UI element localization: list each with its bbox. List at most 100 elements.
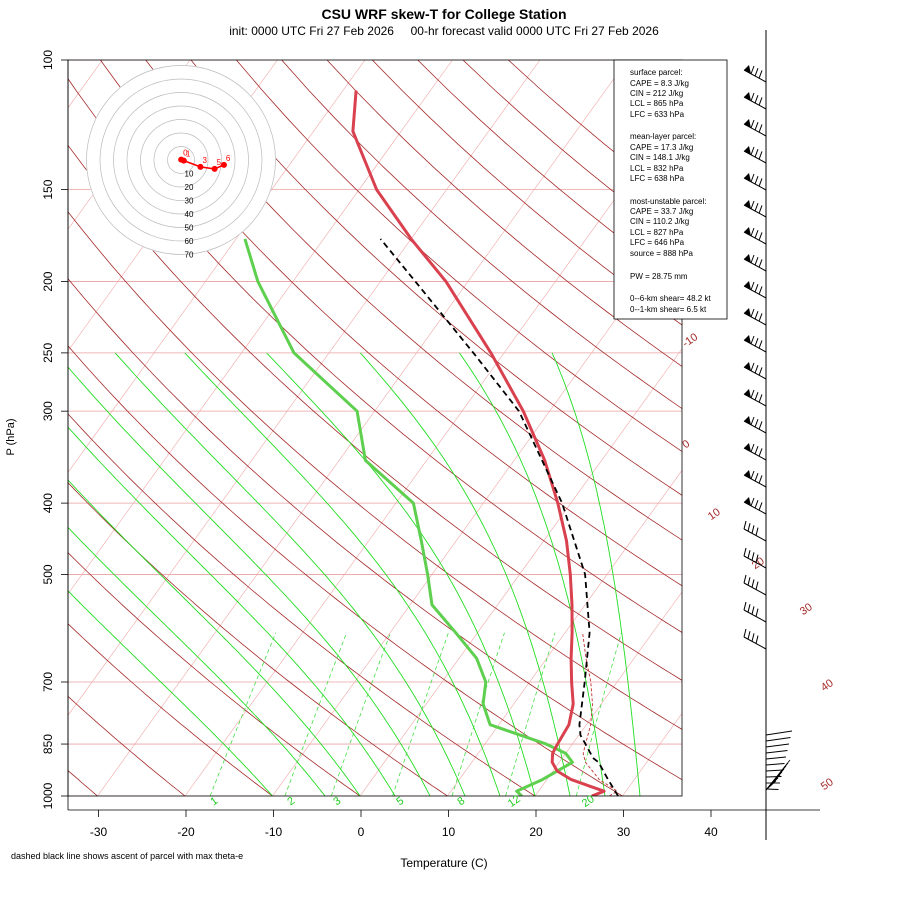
wind-barb xyxy=(743,254,767,272)
wind-barb xyxy=(743,470,767,488)
wind-barb xyxy=(743,574,767,596)
hodograph-ring-label: 30 xyxy=(185,197,194,206)
mixing-ratio-12 xyxy=(505,632,556,796)
y-tick-label: 100 xyxy=(41,50,55,70)
isotherm-40 xyxy=(710,60,900,796)
hodograph-point-label: 5 xyxy=(217,158,222,167)
isotherm--30 xyxy=(97,60,628,796)
moist-adiabat-20 xyxy=(266,352,536,796)
dry-adiabat-60 xyxy=(68,144,682,681)
dry-adiabat-120 xyxy=(281,60,682,410)
isotherm--10 xyxy=(272,226,682,796)
x-tick-label: -20 xyxy=(177,825,195,839)
mixing-ratio-8 xyxy=(451,632,505,796)
dry-adiabat-70 xyxy=(68,78,682,633)
y-tick-label: 400 xyxy=(41,493,55,513)
mixing-ratio-label: 5 xyxy=(394,795,406,808)
y-tick-label: 500 xyxy=(41,564,55,584)
moist-adiabat-0 xyxy=(68,479,361,796)
wind-barb xyxy=(743,308,767,326)
hodograph-point-label: 6 xyxy=(226,154,231,163)
dry-adiabat-label: 50 xyxy=(819,776,836,793)
parcel-stats-box: surface parcel: CAPE = 8.3 J/kg CIN = 21… xyxy=(613,59,728,320)
hodograph-point-label: 0 xyxy=(183,149,188,158)
mean-layer-cape: CAPE = 17.3 J/kg xyxy=(630,143,693,152)
wind-barb xyxy=(743,281,767,299)
sounding-profiles xyxy=(243,90,619,796)
dry-adiabat-0 xyxy=(68,552,361,796)
mixing-ratio-5 xyxy=(392,632,449,796)
moist-adiabat--10 xyxy=(68,590,273,796)
hodograph-ring xyxy=(99,78,263,242)
parcel-ascent-line xyxy=(379,238,619,796)
wind-barb xyxy=(743,601,767,623)
x-tick-label: -30 xyxy=(90,825,108,839)
wind-barb xyxy=(743,119,767,137)
hodograph-ring xyxy=(167,146,195,174)
hodograph-ring xyxy=(140,119,222,201)
dry-adiabat--20 xyxy=(68,695,186,796)
chart-title: CSU WRF skew-T for College Station xyxy=(321,6,567,22)
most-unstable-source: source = 888 hPa xyxy=(630,249,693,258)
hodograph-ring-label: 20 xyxy=(185,183,194,192)
mixing-ratio-20 xyxy=(575,632,622,796)
background-grid xyxy=(68,60,900,796)
most-unstable-cape: CAPE = 33.7 J/kg xyxy=(630,207,693,216)
wind-barb xyxy=(743,227,767,245)
hodograph-ring-label: 60 xyxy=(185,237,194,246)
mixing-ratio-label: 1 xyxy=(208,795,220,808)
dry-adiabat-100 xyxy=(190,60,682,496)
surface-lcl: LCL = 865 hPa xyxy=(630,99,684,108)
hodograph-ring xyxy=(113,92,249,228)
dewpoint-line xyxy=(243,238,574,796)
dry-adiabat-20 xyxy=(68,413,536,796)
hodograph-point xyxy=(197,163,204,170)
y-tick-label: 200 xyxy=(41,271,55,291)
dry-adiabat--10 xyxy=(68,623,274,796)
moist-adiabat-12 xyxy=(114,352,466,796)
mixing-ratio-3 xyxy=(330,632,391,796)
x-tick-label: 0 xyxy=(358,825,365,839)
surface-lfc: LFC = 633 hPa xyxy=(630,110,685,119)
wind-barb xyxy=(743,92,767,110)
x-tick-label: 30 xyxy=(617,825,631,839)
dry-adiabat-80 xyxy=(100,60,682,587)
precipitable-water: PW = 28.75 mm xyxy=(630,272,688,281)
y-tick-label: 1000 xyxy=(41,782,55,809)
dry-adiabat-label: 40 xyxy=(819,677,836,694)
shear-0-6km: 0--6-km shear= 48.2 kt xyxy=(630,294,711,303)
wind-barbs-panel xyxy=(743,30,793,840)
hodograph-ring-label: 40 xyxy=(185,210,194,219)
wind-barb xyxy=(743,443,767,461)
dry-adiabat-label: 0 xyxy=(680,438,692,451)
mixing-ratio-1 xyxy=(209,632,277,796)
moist-adiabat-28 xyxy=(459,352,606,796)
y-tick-label: 300 xyxy=(41,401,55,421)
isotherm-50 xyxy=(798,60,900,796)
y-tick-label: 150 xyxy=(41,179,55,199)
wind-barb xyxy=(743,628,767,650)
surface-cin: CIN = 212 J/kg xyxy=(630,89,683,98)
y-tick-label: 250 xyxy=(41,343,55,363)
isotherm--50 xyxy=(68,60,453,595)
dry-adiabat-50 xyxy=(68,211,682,730)
hodograph-point-label: 3 xyxy=(202,156,207,165)
most-unstable-heading: most-unstable parcel: xyxy=(630,197,706,206)
moist-adiabat--4 xyxy=(68,526,326,796)
mixing-ratio-label: 3 xyxy=(331,795,343,808)
mixing-ratio-label: 12 xyxy=(506,793,523,810)
wind-barb xyxy=(743,65,767,83)
surface-heading: surface parcel: xyxy=(630,68,682,77)
dry-adiabat-110 xyxy=(236,60,682,453)
hodograph-point xyxy=(220,161,227,168)
wind-barb xyxy=(743,335,767,353)
dry-adiabat-label: -10 xyxy=(680,331,700,350)
y-axis-label: P (hPa) xyxy=(5,418,17,455)
isotherm--60 xyxy=(68,60,366,473)
hodograph-ring-label: 50 xyxy=(185,224,194,233)
moist-adiabat-4 xyxy=(68,426,396,796)
hodograph-point xyxy=(211,165,218,172)
hodograph: 10 20 30 40 50 60 70 01 3 5 6 xyxy=(86,65,276,260)
shear-0-1km: 0--1-km shear= 6.5 kt xyxy=(630,305,707,314)
